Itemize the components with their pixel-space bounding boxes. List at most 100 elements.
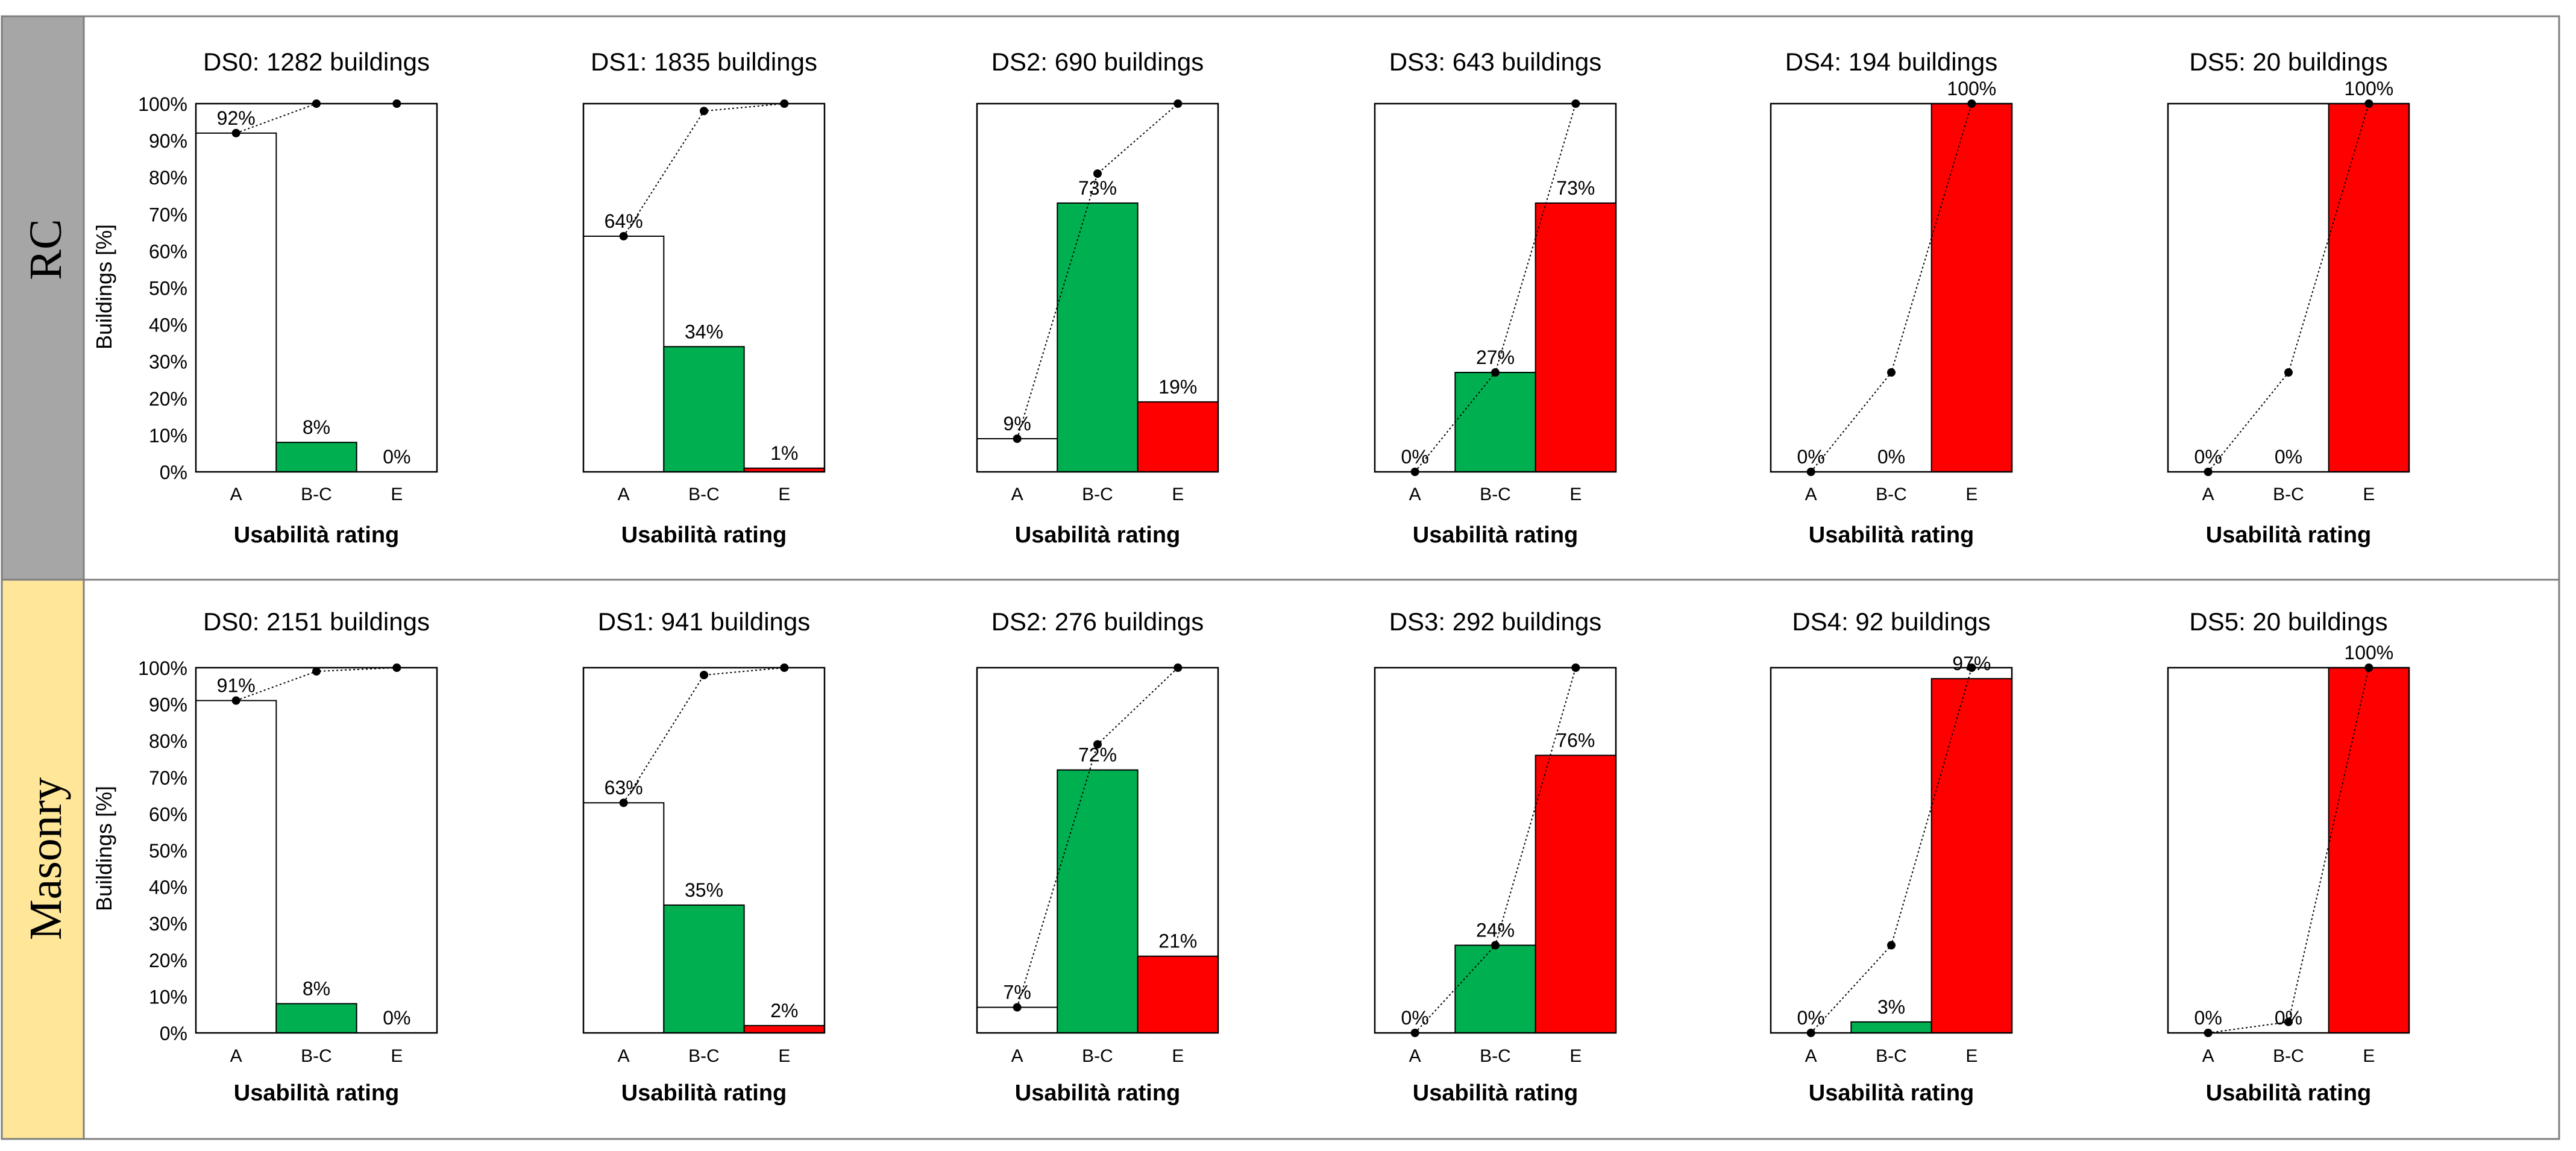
data-label: 92% (217, 107, 256, 129)
y-tick-label: 30% (149, 913, 187, 935)
x-tick-label: E (2363, 1046, 2375, 1066)
cumulative-point (700, 671, 708, 680)
x-tick-label: A (2202, 1046, 2214, 1066)
data-label: 76% (1556, 729, 1595, 751)
chart-title: DS1: 1835 buildings (591, 48, 817, 76)
bar-e (1930, 678, 2013, 1034)
bar-b-c (1454, 372, 1536, 473)
cumulative-point (312, 99, 321, 108)
y-tick-label: 20% (149, 388, 187, 410)
x-tick-label: A (230, 485, 242, 504)
cumulative-point (1571, 663, 1580, 672)
data-label: 19% (1158, 376, 1197, 398)
bar-e (1535, 202, 1617, 472)
y-tick-label: 80% (149, 730, 187, 752)
x-tick-label: B-C (301, 485, 332, 504)
x-tick-label: B-C (1480, 485, 1511, 504)
x-tick-label: A (1011, 485, 1023, 504)
masonry-row-band (1, 579, 85, 1140)
cumulative-point (2284, 1017, 2293, 1026)
data-label: 100% (2344, 78, 2393, 99)
bar-a (583, 235, 665, 472)
cumulative-point (619, 798, 628, 808)
x-tick-label: B-C (688, 1046, 720, 1066)
cumulative-point (231, 128, 240, 137)
x-tick-label: A (1011, 1046, 1023, 1066)
plot-frame (2167, 102, 2410, 473)
cumulative-point (619, 231, 628, 240)
y-tick-label: 0% (160, 462, 187, 483)
x-tick-label: A (1409, 485, 1421, 504)
plot-frame (976, 666, 1219, 1034)
x-tick-label: E (1172, 1046, 1184, 1066)
data-label: 21% (1158, 930, 1197, 952)
data-label: 0% (1401, 446, 1429, 468)
bar-e (743, 1024, 825, 1034)
bar-e (1930, 103, 2013, 472)
data-label: 100% (1947, 78, 1996, 99)
cumulative-point (1410, 1029, 1419, 1037)
x-tick-label: B-C (688, 485, 720, 504)
x-tick-label: B-C (1082, 1046, 1113, 1066)
x-tick-label: E (1569, 1046, 1582, 1066)
x-tick-label: E (1965, 485, 1978, 504)
x-axis-label: Usabilità rating (234, 522, 400, 548)
y-tick-label: 20% (149, 950, 187, 971)
x-tick-label: B-C (1876, 1046, 1907, 1066)
rc-row-frame (1, 15, 2560, 581)
x-axis-label: Usabilità rating (234, 1080, 400, 1106)
y-tick-label: 90% (149, 694, 187, 716)
x-tick-label: E (1965, 1046, 1978, 1066)
y-tick-label: 40% (149, 877, 187, 899)
data-label: 73% (1078, 177, 1117, 199)
x-axis-label: Usabilità rating (621, 522, 787, 548)
y-tick-label: 50% (149, 840, 187, 862)
bar-b-c (1454, 944, 1536, 1034)
cumulative-point (392, 663, 401, 672)
x-tick-label: E (778, 1046, 790, 1066)
cumulative-point (780, 99, 789, 108)
plot-frame (2167, 666, 2410, 1034)
cumulative-point (2284, 368, 2293, 377)
x-tick-label: B-C (2273, 485, 2304, 504)
x-tick-label: A (1805, 1046, 1817, 1066)
x-axis-label: Usabilità rating (1413, 522, 1579, 548)
cumulative-line (623, 103, 785, 237)
chart-title: DS2: 690 buildings (991, 48, 1204, 76)
data-label: 0% (1797, 446, 1825, 468)
chart-title: DS0: 1282 buildings (203, 48, 430, 76)
x-tick-label: E (391, 485, 403, 504)
bar-e (2328, 103, 2410, 472)
x-axis-label: Usabilità rating (1809, 522, 1974, 548)
cumulative-point (700, 107, 708, 116)
data-label: 91% (217, 675, 256, 697)
data-label: 1% (770, 442, 798, 464)
x-tick-label: A (230, 1046, 242, 1066)
x-tick-label: A (618, 485, 630, 504)
plot-frame (582, 666, 826, 1034)
cumulative-point (1173, 663, 1183, 672)
x-tick-label: A (618, 1046, 630, 1066)
y-tick-label: 10% (149, 425, 187, 447)
data-label: 9% (1004, 413, 1031, 434)
plot-frame (1374, 102, 1617, 473)
masonry-row-frame (1, 579, 2560, 1140)
chart-title: DS4: 194 buildings (1785, 48, 1998, 76)
cumulative-point (2204, 468, 2213, 476)
data-label: 2% (770, 1000, 798, 1021)
cumulative-point (1093, 740, 1102, 749)
chart-title: DS1: 941 buildings (598, 607, 811, 636)
cumulative-point (1491, 368, 1500, 377)
y-tick-label: 70% (149, 767, 187, 789)
bar-e (1137, 401, 1219, 472)
data-label: 0% (2194, 446, 2222, 468)
cumulative-point (1571, 99, 1580, 108)
cumulative-point (1887, 941, 1896, 950)
y-tick-label: 0% (160, 1023, 187, 1044)
chart-title: DS5: 20 buildings (2189, 48, 2387, 76)
bar-a (195, 132, 277, 472)
chart-title: DS2: 276 buildings (991, 607, 1204, 636)
cumulative-line (623, 667, 785, 803)
y-tick-label: 60% (149, 803, 187, 825)
data-label: 0% (2275, 446, 2302, 468)
